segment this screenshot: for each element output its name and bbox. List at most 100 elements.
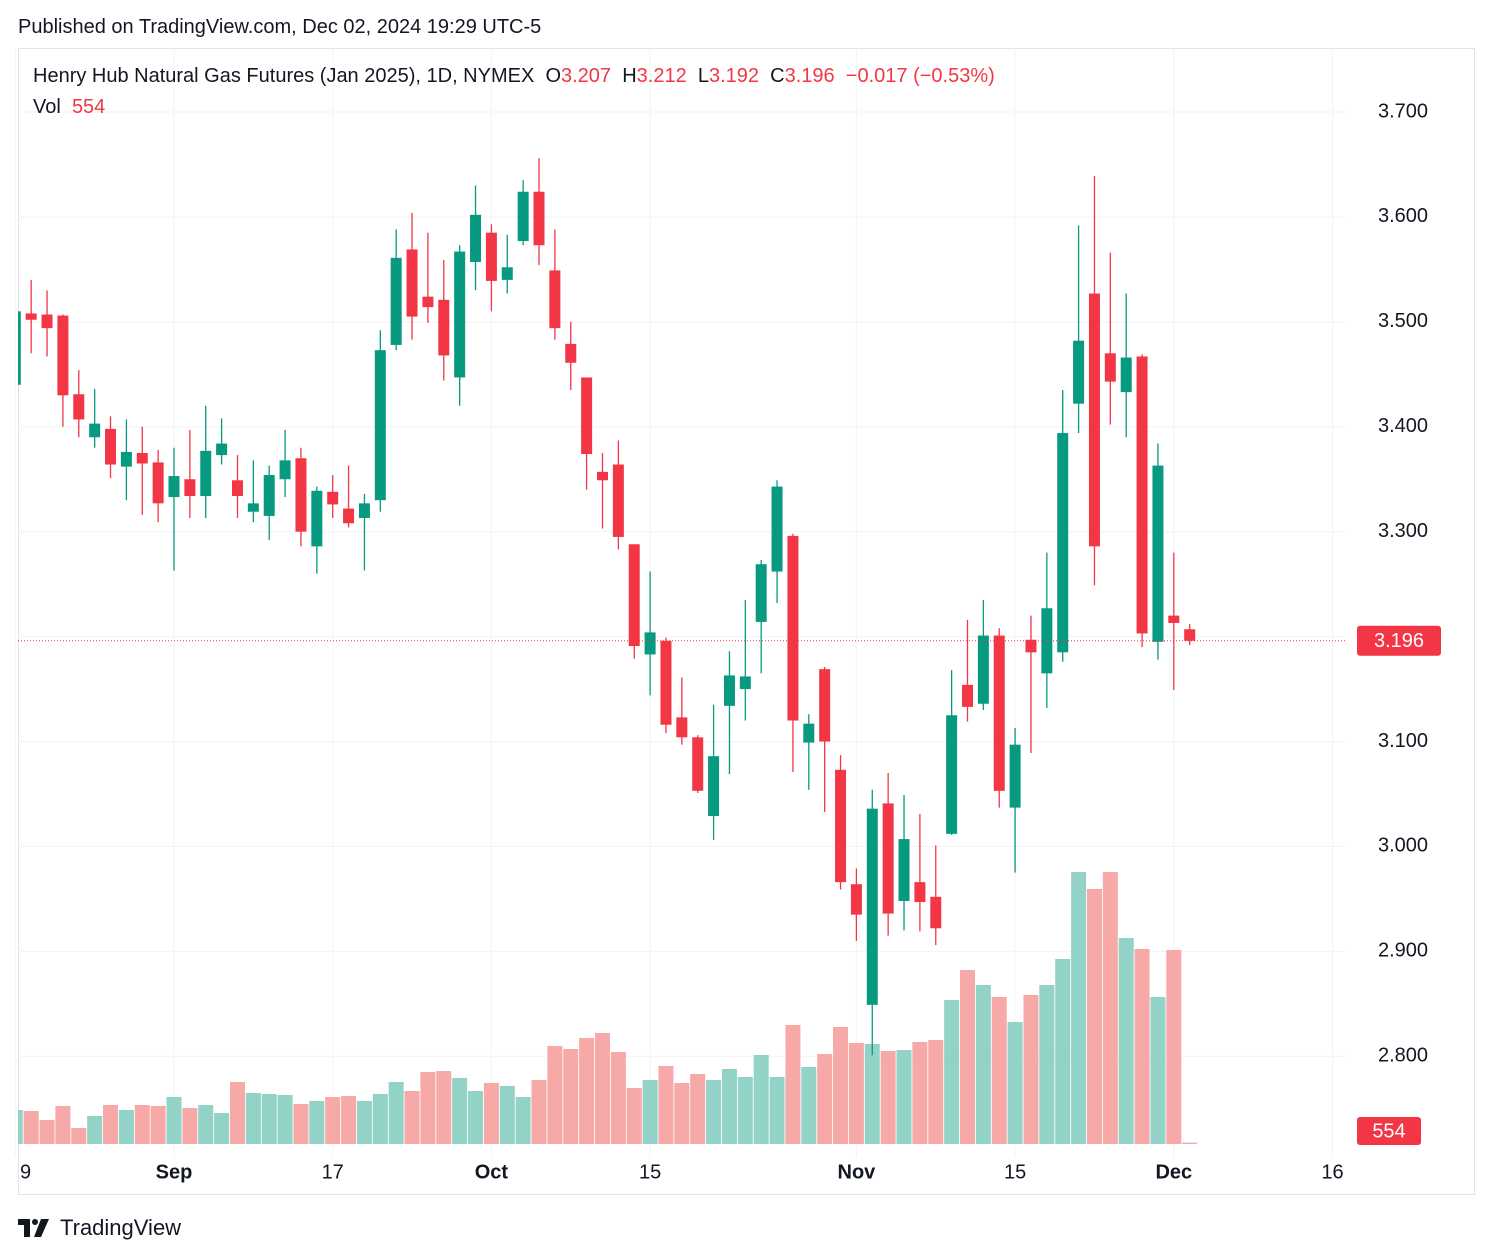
- candle-body: [1025, 639, 1037, 653]
- volume-bar: [753, 1055, 769, 1144]
- volume-bar: [721, 1069, 737, 1144]
- candle-body: [73, 394, 85, 420]
- volume-bar: [531, 1080, 547, 1144]
- volume-bar: [245, 1093, 261, 1144]
- candle-body: [517, 191, 529, 242]
- candle-body: [295, 458, 307, 532]
- x-tick-label: 16: [1321, 1161, 1343, 1183]
- volume-bar: [642, 1080, 658, 1144]
- volume-bar: [801, 1067, 817, 1144]
- volume-bar: [769, 1077, 785, 1144]
- volume-bar: [372, 1094, 388, 1144]
- legend-label: Vol: [33, 96, 61, 118]
- candle-body: [1088, 293, 1100, 547]
- volume-bar: [690, 1074, 706, 1144]
- candle-body: [1120, 357, 1132, 393]
- volume-bar: [499, 1086, 515, 1144]
- candle-body: [136, 452, 148, 464]
- candle-body: [549, 270, 561, 329]
- candle-body: [1168, 615, 1180, 623]
- x-tick-label: 17: [322, 1161, 344, 1183]
- candle-body: [120, 451, 132, 467]
- candle-body: [1041, 608, 1053, 674]
- legend-value: 3.212: [636, 65, 687, 87]
- candle-body: [803, 723, 815, 743]
- x-tick-label: Dec: [1155, 1161, 1192, 1183]
- candle-body: [263, 475, 275, 516]
- candle-body: [390, 257, 402, 345]
- candle-body: [819, 669, 831, 742]
- volume-bar: [848, 1043, 864, 1144]
- candle-body: [755, 564, 767, 622]
- candle-body: [438, 299, 450, 356]
- volume-bar: [960, 970, 975, 1144]
- volume-bar: [293, 1104, 309, 1144]
- candle-body: [105, 428, 117, 465]
- candle-body: [723, 675, 735, 706]
- volume-bar: [1007, 1022, 1023, 1144]
- volume-bar: [785, 1025, 801, 1144]
- volume-bar: [737, 1077, 753, 1144]
- volume-bar: [166, 1097, 182, 1144]
- chart-title: Henry Hub Natural Gas Futures (Jan 2025)…: [33, 65, 535, 87]
- candle-body: [1184, 629, 1196, 641]
- volume-tag-label: 554: [1372, 1120, 1405, 1142]
- candle-body: [850, 884, 862, 915]
- volume-bar: [341, 1096, 357, 1144]
- x-tick-label: Nov: [838, 1161, 877, 1183]
- candle-body: [660, 640, 672, 725]
- legend-value: 554: [71, 96, 106, 118]
- candle-body: [470, 214, 482, 263]
- volume-bar: [579, 1038, 595, 1144]
- volume-bar: [594, 1033, 610, 1144]
- volume-bar: [483, 1083, 499, 1144]
- candle-body: [231, 480, 243, 497]
- candle-body: [771, 486, 783, 572]
- legend-value: 3.207: [561, 65, 612, 87]
- volume-bar: [880, 1051, 896, 1144]
- legend-label: L: [697, 65, 709, 87]
- volume-bar: [198, 1105, 214, 1144]
- candle-body: [18, 311, 21, 385]
- brand-logo: [18, 1219, 49, 1237]
- candle-body: [930, 896, 942, 929]
- volume-bar: [71, 1128, 87, 1144]
- volume-bar: [1166, 950, 1182, 1144]
- y-tick-label: 2.800: [1378, 1045, 1428, 1067]
- y-tick-label: 3.300: [1378, 520, 1428, 542]
- candle-body: [628, 544, 640, 647]
- y-tick-label: 3.600: [1378, 205, 1428, 227]
- volume-bar: [1039, 985, 1055, 1144]
- candle-body: [977, 635, 989, 704]
- candle-body: [406, 249, 418, 317]
- y-tick-label: 3.700: [1378, 100, 1428, 122]
- volume-legend: Vol 554: [33, 96, 105, 119]
- candle-body: [168, 476, 180, 498]
- candle-body: [327, 491, 339, 505]
- y-tick-label: 3.100: [1378, 730, 1428, 752]
- y-tick-label: 3.500: [1378, 310, 1428, 332]
- volume-bar: [420, 1072, 436, 1144]
- candle-body: [184, 479, 196, 497]
- x-tick-label: Oct: [475, 1161, 509, 1183]
- candle-body: [311, 490, 323, 547]
- volume-bar: [1071, 872, 1087, 1144]
- volume-bar: [388, 1082, 404, 1144]
- candle-body: [1009, 744, 1021, 808]
- y-tick-label: 2.900: [1378, 940, 1428, 962]
- candle-body: [898, 839, 910, 901]
- legend-label: H: [622, 65, 637, 87]
- x-tick-label: 15: [1004, 1161, 1026, 1183]
- legend: Henry Hub Natural Gas Futures (Jan 2025)…: [33, 65, 995, 88]
- candle-body: [1104, 353, 1116, 382]
- candle-body: [882, 803, 894, 914]
- candle-body: [914, 882, 926, 903]
- volume-bar: [87, 1116, 103, 1144]
- brand: TradingView: [60, 1215, 181, 1240]
- volume-bar: [1086, 889, 1102, 1144]
- volume-bar: [436, 1071, 452, 1144]
- candle-body: [41, 314, 53, 329]
- x-tick-label: 9: [20, 1161, 31, 1183]
- volume-bar: [18, 1110, 23, 1144]
- last-price-tag: [1357, 625, 1441, 656]
